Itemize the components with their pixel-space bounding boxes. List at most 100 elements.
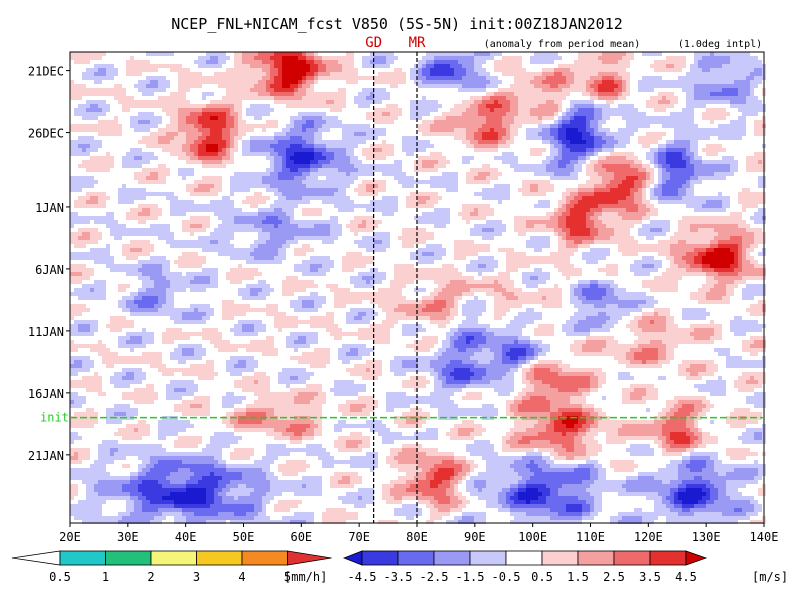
v850-cell <box>210 148 214 152</box>
v850-cell <box>258 92 262 96</box>
v850-cell <box>298 188 302 192</box>
v850-cell <box>310 128 314 132</box>
v850-cell <box>486 56 490 60</box>
v850-cell <box>726 168 730 172</box>
v850-cell <box>642 112 646 116</box>
v850-cell <box>366 188 370 192</box>
v850-cell <box>690 116 694 120</box>
v850-cell <box>378 188 382 192</box>
v850-cell <box>650 100 654 104</box>
v850-cell <box>734 160 738 164</box>
v850-cell <box>558 72 562 76</box>
v850-cell <box>106 156 110 160</box>
v850-cell <box>150 52 154 56</box>
v850-cell <box>226 200 230 204</box>
v850-cell <box>518 96 522 100</box>
v850-cell <box>442 212 446 216</box>
v850-cell <box>262 200 266 204</box>
v850-cell <box>542 160 546 164</box>
v850-cell <box>334 96 338 100</box>
v850-cell <box>302 188 306 192</box>
v850-cell <box>382 204 386 208</box>
v850-cell <box>98 140 102 144</box>
v850-cell <box>270 60 274 64</box>
v850-cell <box>510 152 514 156</box>
v850-cell <box>338 108 342 112</box>
v850-cell <box>410 176 414 180</box>
v850-cell <box>618 156 622 160</box>
v850-cell <box>366 100 370 104</box>
v850-cell <box>318 104 322 108</box>
v850-cell <box>322 148 326 152</box>
v850-cell <box>90 216 94 220</box>
v850-cell <box>618 112 622 116</box>
v850-cell <box>634 128 638 132</box>
v850-cell <box>734 212 738 216</box>
v850-cell <box>482 100 486 104</box>
v850-cell <box>522 192 526 196</box>
v850-cell <box>686 152 690 156</box>
v850-cell <box>326 76 330 80</box>
v850-cell <box>106 64 110 68</box>
v850-cell <box>690 156 694 160</box>
v850-cell <box>658 68 662 72</box>
v850-cell <box>430 84 434 88</box>
v850-cell <box>674 136 678 140</box>
v850-cell <box>474 168 478 172</box>
v850-cell <box>478 204 482 208</box>
v850-cell <box>186 200 190 204</box>
v850-cell <box>270 56 274 60</box>
v850-cell <box>686 120 690 124</box>
v850-cell <box>502 96 506 100</box>
v850-cell <box>146 64 150 68</box>
v850-cell <box>690 160 694 164</box>
v850-cell <box>286 96 290 100</box>
v850-cell <box>550 176 554 180</box>
v850-cell <box>478 168 482 172</box>
v850-cell <box>206 92 210 96</box>
v850-cell <box>250 148 254 152</box>
v850-cell <box>466 136 470 140</box>
v850-cell <box>410 192 414 196</box>
v850-cell <box>258 88 262 92</box>
v850-cell <box>258 104 262 108</box>
v850-cell <box>410 200 414 204</box>
v850-cell <box>314 152 318 156</box>
v850-cell <box>702 92 706 96</box>
v850-cell <box>526 84 530 88</box>
v850-cell <box>582 92 586 96</box>
v850-cell <box>730 88 734 92</box>
v850-cell <box>438 64 442 68</box>
v850-cell <box>238 60 242 64</box>
v850-cell <box>482 104 486 108</box>
v850-cell <box>266 120 270 124</box>
v850-cell <box>394 56 398 60</box>
v850-cell <box>154 216 158 220</box>
v850-cell <box>90 136 94 140</box>
v850-cell <box>722 124 726 128</box>
v850-cell <box>554 212 558 216</box>
v850-cell <box>754 164 758 168</box>
v850-cell <box>182 168 186 172</box>
v850-cell <box>482 204 486 208</box>
v850-cell <box>82 84 86 88</box>
v850-cell <box>230 92 234 96</box>
v850-cell <box>182 128 186 132</box>
v850-cell <box>278 132 282 136</box>
v850-cell <box>482 116 486 120</box>
v850-cell <box>506 144 510 148</box>
v850-cell <box>590 148 594 152</box>
v850-cell <box>250 200 254 204</box>
v850-cell <box>750 96 754 100</box>
v850-cell <box>482 188 486 192</box>
v850-cell <box>210 116 214 120</box>
v850-cell <box>622 128 626 132</box>
v850-cell <box>422 72 426 76</box>
v850-cell <box>658 184 662 188</box>
v850-cell <box>318 184 322 188</box>
v850-cell <box>174 92 178 96</box>
v850-cell <box>226 116 230 120</box>
v850-cell <box>222 80 226 84</box>
v850-cell <box>594 104 598 108</box>
chart-note: (1.0deg intpl) <box>678 39 762 50</box>
